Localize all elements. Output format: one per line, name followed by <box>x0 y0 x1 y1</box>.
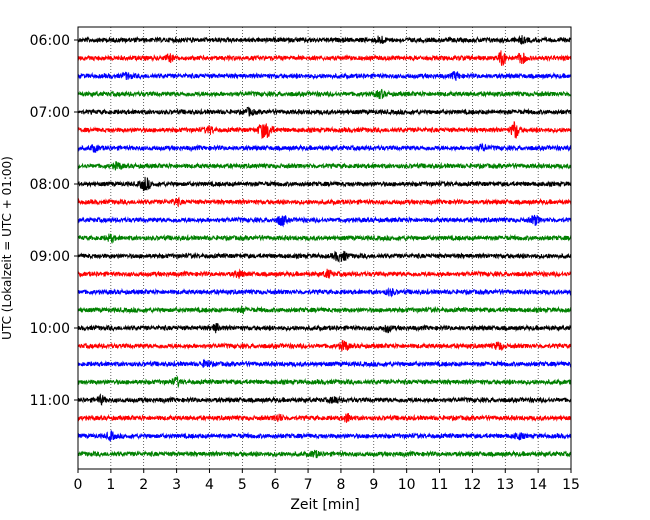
x-tick-label: 12 <box>463 477 481 493</box>
x-tick-label: 1 <box>106 477 115 493</box>
trace-0945 <box>77 305 572 315</box>
x-axis-label: Zeit [min] <box>290 497 359 513</box>
trace-0715 <box>77 121 572 140</box>
x-tick-label: 0 <box>74 477 83 493</box>
x-tick-label: 15 <box>562 477 580 493</box>
x-tick-label: 2 <box>139 477 148 493</box>
trace-0700 <box>77 106 572 117</box>
y-tick-label: 06:00 <box>30 33 70 49</box>
traces <box>77 35 572 459</box>
x-tick-label: 13 <box>496 477 514 493</box>
x-tick-label: 14 <box>529 477 547 493</box>
y-axis-label: UTC (Lokalzeit = UTC + 01:00) <box>0 156 14 340</box>
trace-1045 <box>77 375 572 389</box>
y-tick-label: 08:00 <box>30 177 70 193</box>
x-tick-label: 5 <box>238 477 247 493</box>
trace-1015 <box>77 340 572 352</box>
trace-0630 <box>77 71 572 81</box>
y-tick-label: 10:00 <box>30 321 70 337</box>
x-tick-label: 6 <box>271 477 280 493</box>
trace-0815 <box>77 196 572 208</box>
trace-0930 <box>77 287 572 298</box>
trace-1115 <box>77 413 572 423</box>
trace-0615 <box>77 50 572 67</box>
x-tick-label: 9 <box>369 477 378 493</box>
trace-0645 <box>77 88 572 100</box>
trace-1000 <box>77 322 572 334</box>
trace-0915 <box>77 268 572 279</box>
plot-frame <box>77 26 572 470</box>
y-tick-label: 07:00 <box>30 105 70 121</box>
trace-0730 <box>77 142 572 153</box>
trace-0830 <box>77 214 572 228</box>
x-tick-label: 8 <box>336 477 345 493</box>
ticks: 0 1 2 3 4 5 6 7 8 9 10 11 12 13 14 1506:0007:0008:0009:… <box>30 33 580 493</box>
x-tick-label: 10 <box>398 477 416 493</box>
y-tick-label: 11:00 <box>30 393 70 409</box>
y-tick-label: 09:00 <box>30 249 70 265</box>
trace-1145 <box>77 449 572 459</box>
x-tick-label: 4 <box>205 477 214 493</box>
trace-0900 <box>77 250 572 263</box>
trace-1130 <box>77 429 572 442</box>
x-tick-label: 3 <box>172 477 181 493</box>
trace-1030 <box>77 358 572 369</box>
trace-0600 <box>77 35 572 45</box>
x-tick-label: 7 <box>304 477 313 493</box>
trace-0745 <box>77 161 572 171</box>
x-tick-label: 11 <box>431 477 449 493</box>
trace-0845 <box>77 233 572 244</box>
trace-1100 <box>77 393 572 406</box>
trace-0800 <box>77 176 572 192</box>
